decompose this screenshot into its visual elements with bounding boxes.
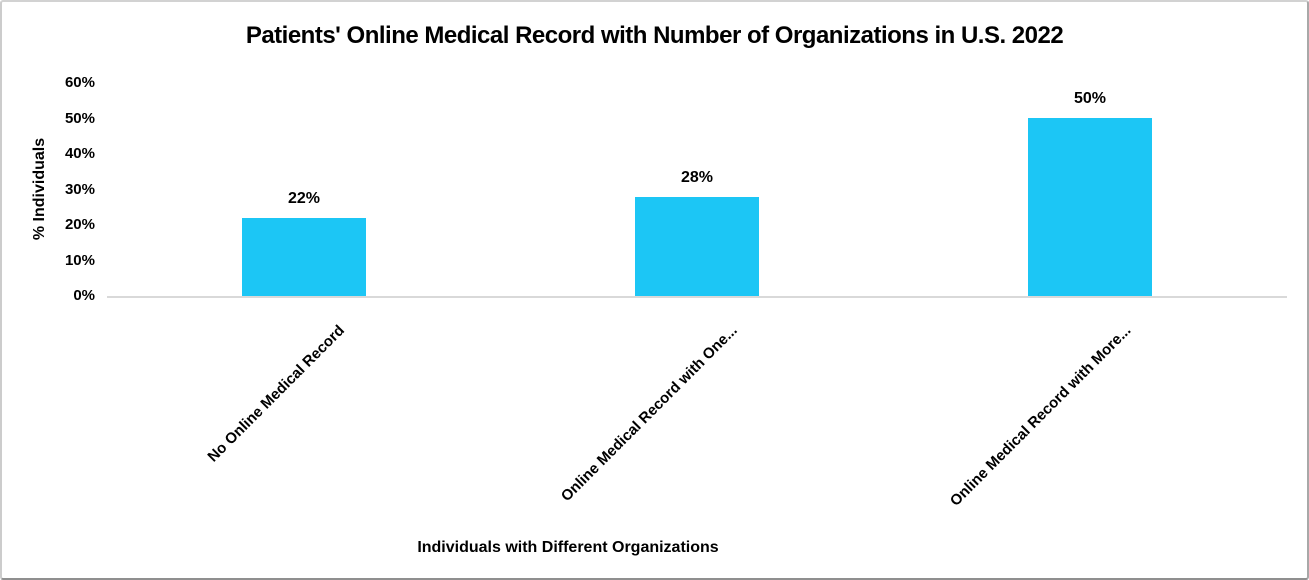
bar-data-label: 50% xyxy=(1073,90,1107,107)
x-axis-title: Individuals with Different Organizations xyxy=(417,539,719,556)
x-tick-label: No Online Medical Record xyxy=(204,322,349,466)
plot-area xyxy=(107,83,1287,298)
bar xyxy=(242,218,366,296)
y-tick-label: 0% xyxy=(73,287,95,304)
bar-data-label: 22% xyxy=(287,190,321,207)
x-tick-label: Online Medical Record with More... xyxy=(946,322,1135,510)
y-tick-label: 50% xyxy=(64,109,95,127)
bar-data-label: 28% xyxy=(680,169,714,186)
y-tick-label: 60% xyxy=(64,74,95,91)
x-tick-label: Online Medical Record with One... xyxy=(558,322,742,505)
bar xyxy=(635,197,759,296)
y-tick-label: 30% xyxy=(64,180,95,198)
chart-title: Patients' Online Medical Record with Num… xyxy=(245,22,1064,49)
y-tick-label: 40% xyxy=(64,145,95,162)
y-tick-label: 20% xyxy=(64,216,95,233)
y-tick-label: 10% xyxy=(64,251,95,269)
bar xyxy=(1028,118,1152,296)
